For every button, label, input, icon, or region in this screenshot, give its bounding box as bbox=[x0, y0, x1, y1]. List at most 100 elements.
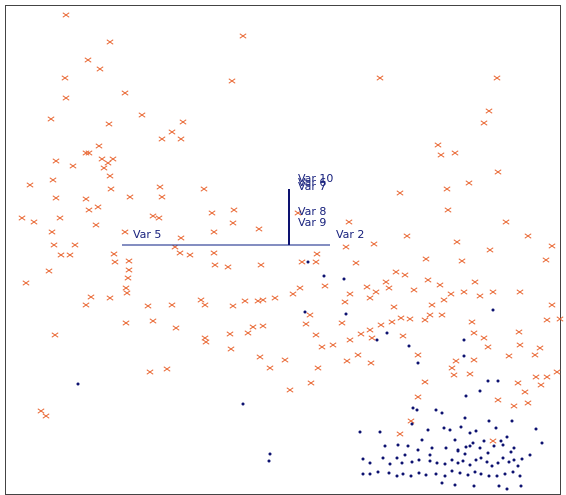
cross-point bbox=[470, 330, 478, 336]
cross-point bbox=[158, 194, 166, 200]
dot-point bbox=[456, 449, 460, 453]
cross-point bbox=[211, 262, 219, 268]
cross-point bbox=[227, 346, 235, 352]
cross-point bbox=[30, 219, 38, 225]
cross-point bbox=[436, 282, 444, 288]
cross-point bbox=[377, 322, 385, 328]
cross-point bbox=[494, 169, 502, 175]
dot-point bbox=[486, 379, 490, 383]
dot-point bbox=[518, 474, 522, 478]
cross-point bbox=[61, 75, 69, 81]
cross-point bbox=[126, 194, 134, 200]
cross-point bbox=[281, 357, 289, 363]
dot-point bbox=[450, 458, 454, 462]
dot-point bbox=[381, 456, 385, 460]
cross-point bbox=[532, 374, 540, 380]
cross-point bbox=[266, 365, 274, 371]
cross-point bbox=[448, 365, 456, 371]
cross-point bbox=[62, 95, 70, 101]
dot-point bbox=[471, 441, 475, 445]
dot-point bbox=[435, 461, 439, 465]
dot-point bbox=[342, 277, 346, 281]
dot-point bbox=[375, 338, 379, 342]
cross-point bbox=[458, 258, 466, 264]
cross-point bbox=[321, 283, 329, 289]
dot-point bbox=[462, 354, 466, 358]
cross-point bbox=[62, 12, 70, 18]
cross-point bbox=[100, 165, 108, 171]
dot-point bbox=[388, 462, 392, 466]
dot-point bbox=[474, 458, 478, 462]
cross-point bbox=[155, 215, 163, 221]
cross-point bbox=[306, 312, 314, 318]
cross-point bbox=[399, 333, 407, 339]
dot-point bbox=[461, 459, 465, 463]
dot-point bbox=[464, 445, 468, 449]
cross-point bbox=[346, 291, 354, 297]
cross-point bbox=[82, 150, 90, 156]
cross-point bbox=[229, 220, 237, 226]
cross-point bbox=[392, 269, 400, 275]
cross-point bbox=[396, 431, 404, 437]
cross-point bbox=[144, 303, 152, 309]
cross-point bbox=[229, 303, 237, 309]
dot-point bbox=[503, 472, 507, 476]
cross-point bbox=[471, 279, 479, 285]
cross-point bbox=[52, 195, 60, 201]
cross-point bbox=[548, 302, 556, 308]
dot-point bbox=[400, 461, 404, 465]
cross-point bbox=[466, 371, 474, 377]
cross-point bbox=[476, 293, 484, 299]
vector-label: Var 5 bbox=[133, 228, 161, 241]
dot-point bbox=[395, 456, 399, 460]
cross-point bbox=[106, 295, 114, 301]
cross-point bbox=[168, 302, 176, 308]
cross-point bbox=[489, 438, 497, 444]
cross-point bbox=[172, 325, 180, 331]
cross-point bbox=[71, 242, 79, 248]
dot-point bbox=[474, 429, 478, 433]
dot-point bbox=[487, 474, 491, 478]
cross-point bbox=[201, 302, 209, 308]
dot-point bbox=[415, 408, 419, 412]
dot-point bbox=[540, 441, 544, 445]
dot-point bbox=[303, 310, 307, 314]
cross-point bbox=[453, 239, 461, 245]
cross-point bbox=[553, 369, 561, 375]
dot-point bbox=[443, 474, 447, 478]
cross-point bbox=[536, 345, 544, 351]
cross-point bbox=[390, 304, 398, 310]
cross-point bbox=[228, 78, 236, 84]
dot-point bbox=[267, 459, 271, 463]
cross-point bbox=[516, 342, 524, 348]
dot-point bbox=[440, 411, 444, 415]
cross-point bbox=[352, 260, 360, 266]
cross-point bbox=[440, 297, 448, 303]
dot-point bbox=[456, 461, 460, 465]
dot-point bbox=[505, 435, 509, 439]
cross-point bbox=[45, 268, 53, 274]
dot-point bbox=[409, 474, 413, 478]
cross-point bbox=[338, 320, 346, 326]
cross-point bbox=[149, 318, 157, 324]
cross-point bbox=[514, 380, 522, 386]
cross-point bbox=[524, 233, 532, 239]
cross-point bbox=[125, 258, 133, 264]
cross-point bbox=[543, 374, 551, 380]
cross-point bbox=[296, 285, 304, 291]
cross-point bbox=[84, 57, 92, 63]
cross-point bbox=[201, 335, 209, 341]
cross-point bbox=[259, 297, 267, 303]
cross-point bbox=[396, 190, 404, 196]
cross-point bbox=[516, 289, 524, 295]
cross-point bbox=[372, 289, 380, 295]
dot-point bbox=[487, 419, 491, 423]
dot-point bbox=[416, 361, 420, 365]
dot-point bbox=[406, 444, 410, 448]
cross-point bbox=[123, 290, 131, 296]
dot-point bbox=[468, 431, 472, 435]
cross-point bbox=[468, 319, 476, 325]
cross-point bbox=[426, 312, 434, 318]
